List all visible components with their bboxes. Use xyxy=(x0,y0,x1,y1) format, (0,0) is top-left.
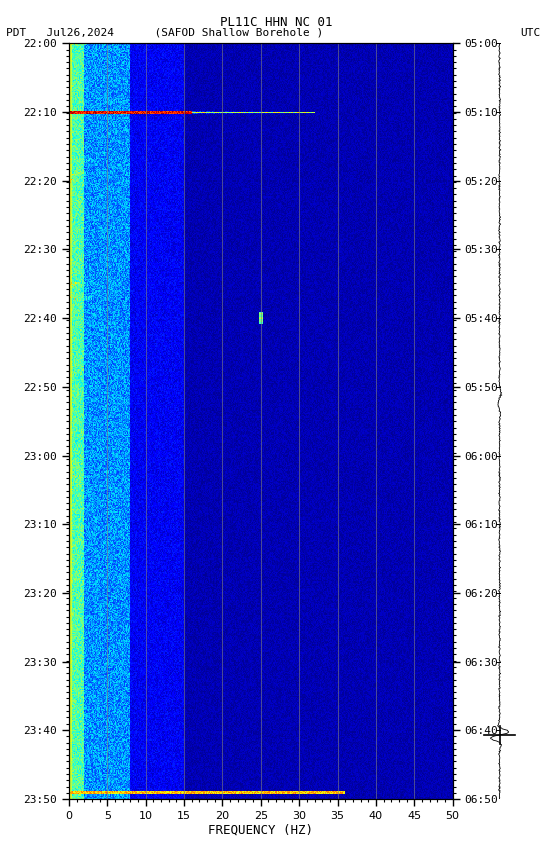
Text: UTC: UTC xyxy=(521,28,541,38)
X-axis label: FREQUENCY (HZ): FREQUENCY (HZ) xyxy=(208,823,314,836)
Text: PL11C HHN NC 01: PL11C HHN NC 01 xyxy=(220,16,332,29)
Text: PDT   Jul26,2024      (SAFOD Shallow Borehole ): PDT Jul26,2024 (SAFOD Shallow Borehole ) xyxy=(6,28,323,38)
